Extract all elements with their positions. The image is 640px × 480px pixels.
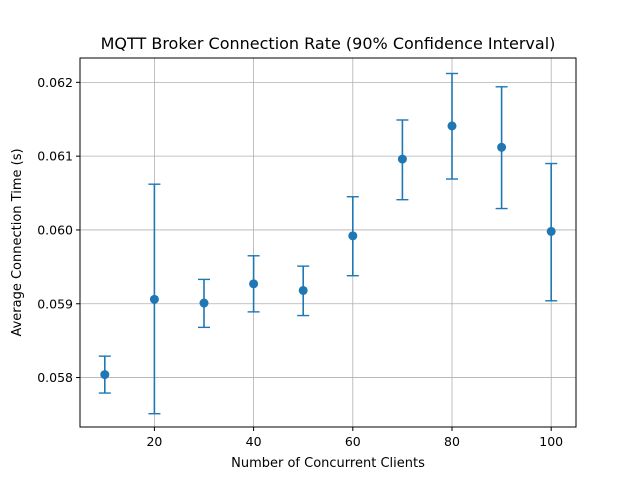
y-tick-label: 0.059 <box>37 296 73 311</box>
data-point <box>546 226 556 236</box>
y-axis-ticks: 0.058 0.059 0.060 0.061 0.062 <box>37 75 80 385</box>
data-point <box>348 231 358 241</box>
data-point <box>397 154 407 164</box>
data-point <box>149 294 159 304</box>
chart-title: MQTT Broker Connection Rate (90% Confide… <box>101 34 556 53</box>
x-tick-label: 100 <box>539 434 563 449</box>
x-axis-label: Number of Concurrent Clients <box>231 456 425 471</box>
plot-frame <box>79 57 577 428</box>
y-tick-label: 0.060 <box>37 222 73 237</box>
y-tick-label: 0.061 <box>37 149 73 164</box>
data-point <box>199 298 209 308</box>
x-axis-ticks: 20 40 60 80 100 <box>146 427 563 449</box>
data-point <box>249 279 259 289</box>
x-tick-label: 40 <box>246 434 262 449</box>
data-point <box>497 142 507 152</box>
data-point <box>298 285 308 295</box>
y-tick-label: 0.058 <box>37 370 73 385</box>
y-tick-label: 0.062 <box>37 75 73 90</box>
x-tick-label: 20 <box>146 434 162 449</box>
x-tick-label: 60 <box>345 434 361 449</box>
y-axis-label: Average Connection Time (s) <box>10 148 25 336</box>
data-point <box>100 370 110 380</box>
data-point <box>447 121 457 131</box>
data-points <box>100 121 556 380</box>
x-tick-label: 80 <box>444 434 460 449</box>
